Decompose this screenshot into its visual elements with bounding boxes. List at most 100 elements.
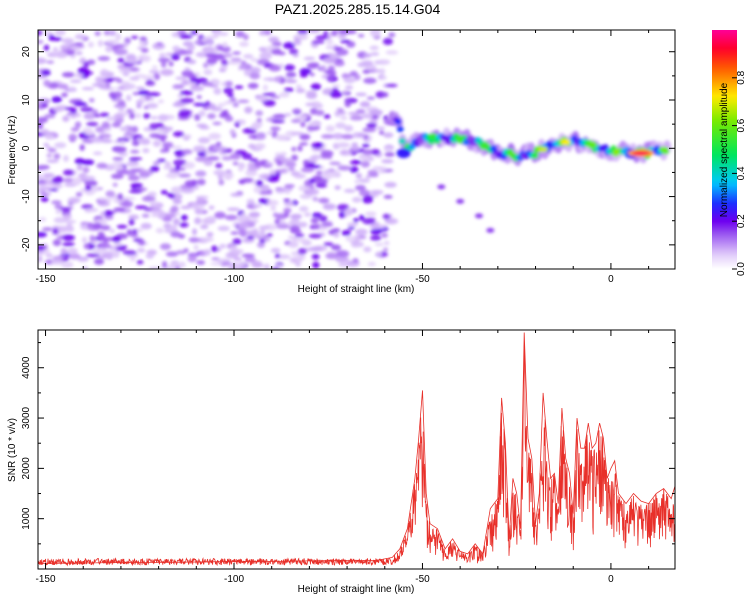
noise-blob	[44, 134, 55, 140]
noise-blob	[78, 173, 86, 178]
snr-xtick-label: -100	[224, 574, 244, 585]
noise-blob	[361, 143, 370, 148]
noise-blob	[52, 228, 59, 235]
noise-blob	[122, 250, 137, 256]
noise-blob	[344, 125, 354, 132]
noise-blob	[198, 204, 205, 210]
noise-blob	[120, 126, 130, 132]
noise-blob	[240, 121, 246, 126]
noise-blob	[247, 166, 258, 172]
noise-blob	[273, 76, 282, 83]
band-hotspot	[455, 136, 466, 142]
noise-blob	[105, 39, 120, 44]
noise-blob	[315, 170, 323, 176]
noise-blob	[38, 245, 46, 251]
noise-blob	[177, 112, 191, 118]
noise-blob	[201, 237, 214, 242]
noise-blob	[77, 67, 90, 75]
noise-blob	[235, 30, 245, 38]
noise-blob	[255, 110, 264, 117]
noise-blob	[354, 179, 360, 184]
noise-blob	[150, 208, 164, 214]
noise-blob	[259, 52, 273, 60]
noise-blob	[280, 151, 287, 157]
noise-blob	[206, 232, 214, 237]
secondary-track-blob	[437, 184, 446, 190]
noise-blob	[98, 83, 108, 90]
noise-blob	[250, 123, 261, 130]
noise-blob	[385, 218, 399, 225]
noise-blob	[299, 206, 309, 213]
noise-blob	[84, 207, 99, 213]
noise-blob	[178, 173, 191, 178]
noise-blob	[300, 167, 315, 173]
noise-blob	[63, 169, 74, 176]
noise-blob	[370, 149, 381, 155]
noise-blob	[164, 213, 177, 218]
noise-blob	[136, 260, 144, 265]
noise-blob	[221, 261, 232, 267]
noise-blob	[172, 131, 185, 137]
heatmap-cells	[38, 30, 675, 269]
noise-blob	[327, 65, 335, 72]
noise-blob	[152, 140, 162, 147]
noise-blob	[157, 99, 165, 104]
noise-blob	[202, 62, 209, 69]
noise-blob	[187, 59, 197, 65]
noise-blob	[300, 121, 306, 128]
spectrogram-ytick-label: -20	[21, 237, 32, 252]
noise-blob	[125, 94, 132, 102]
noise-blob	[51, 255, 64, 260]
noise-blob	[103, 210, 114, 217]
noise-blob	[113, 241, 123, 246]
noise-blob	[116, 137, 130, 143]
noise-blob	[349, 145, 361, 152]
noise-blob	[369, 32, 380, 37]
noise-blob	[232, 102, 239, 108]
noise-blob	[156, 42, 163, 46]
noise-blob	[117, 57, 125, 63]
noise-blob	[229, 245, 238, 251]
noise-blob	[74, 121, 82, 129]
noise-blob	[230, 231, 239, 235]
noise-blob	[343, 188, 356, 193]
noise-blob	[178, 261, 186, 268]
noise-blob	[63, 214, 72, 220]
noise-blob	[66, 261, 73, 266]
noise-blob	[289, 218, 300, 226]
noise-blob	[221, 156, 233, 161]
noise-blob	[38, 182, 48, 187]
noise-blob	[113, 91, 123, 99]
noise-blob	[312, 103, 324, 109]
noise-blob	[332, 87, 339, 93]
noise-blob	[274, 253, 281, 259]
noise-blob	[170, 225, 178, 230]
noise-blob	[388, 32, 396, 38]
noise-blob	[83, 112, 96, 120]
noise-blob	[123, 196, 136, 201]
noise-blob	[184, 180, 197, 187]
noise-blob	[156, 122, 164, 128]
noise-blob	[224, 100, 235, 105]
noise-blob	[232, 51, 241, 55]
noise-blob	[157, 114, 169, 122]
colorbar-fill	[712, 30, 737, 269]
snr-xtick-label: -150	[36, 574, 56, 585]
noise-blob	[341, 73, 352, 78]
noise-blob	[114, 245, 127, 252]
noise-blob	[204, 248, 211, 256]
noise-blob	[309, 178, 316, 184]
noise-blob	[376, 126, 386, 130]
noise-blob	[370, 235, 382, 241]
noise-blob	[132, 91, 140, 96]
noise-blob	[156, 158, 167, 163]
noise-blob	[285, 79, 298, 83]
noise-blob	[172, 198, 182, 205]
noise-blob	[247, 143, 256, 149]
noise-blob	[212, 146, 227, 152]
noise-blob	[230, 192, 243, 197]
noise-blob	[283, 42, 296, 50]
noise-blob	[223, 87, 234, 95]
noise-blob	[341, 209, 353, 216]
noise-blob	[203, 69, 213, 76]
